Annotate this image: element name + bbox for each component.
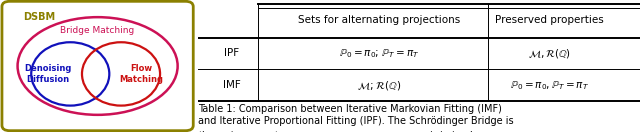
Text: $\mathbb{P}_0 = \pi_0$; $\mathbb{P}_T = \pi_T$: $\mathbb{P}_0 = \pi_0$; $\mathbb{P}_T = …	[339, 47, 420, 60]
Text: Preserved properties: Preserved properties	[495, 15, 604, 25]
Text: Denoising
Diffusion: Denoising Diffusion	[24, 64, 72, 84]
Text: $\mathbb{P}_0 = \pi_0, \mathbb{P}_T = \pi_T$: $\mathbb{P}_0 = \pi_0, \mathbb{P}_T = \p…	[510, 79, 589, 91]
Text: Bridge Matching: Bridge Matching	[60, 26, 135, 35]
FancyBboxPatch shape	[2, 1, 193, 131]
Text: IPF: IPF	[224, 48, 239, 58]
Text: Table 1: Comparison between Iterative Markovian Fitting (IMF): Table 1: Comparison between Iterative Ma…	[198, 104, 502, 114]
Text: and Iterative Proportional Fitting (IPF). The Schrödinger Bridge is: and Iterative Proportional Fitting (IPF)…	[198, 116, 514, 126]
Text: $\mathcal{M}$; $\mathcal{R}(\mathbb{Q})$: $\mathcal{M}$; $\mathcal{R}(\mathbb{Q})$	[357, 79, 402, 92]
Text: DSBM: DSBM	[24, 12, 56, 22]
Text: the $\mathit{unique}$  $\mathbb{P}$ s.t. $\mathbb{P}_0 = \pi_0$, $\mathbb{P}_T =: the $\mathit{unique}$ $\mathbb{P}$ s.t. …	[198, 129, 477, 132]
Text: Sets for alternating projections: Sets for alternating projections	[298, 15, 461, 25]
Text: IMF: IMF	[223, 80, 241, 90]
Text: $\mathcal{M}, \mathcal{R}(\mathbb{Q})$: $\mathcal{M}, \mathcal{R}(\mathbb{Q})$	[528, 47, 571, 60]
Text: Flow
Matching: Flow Matching	[120, 64, 164, 84]
